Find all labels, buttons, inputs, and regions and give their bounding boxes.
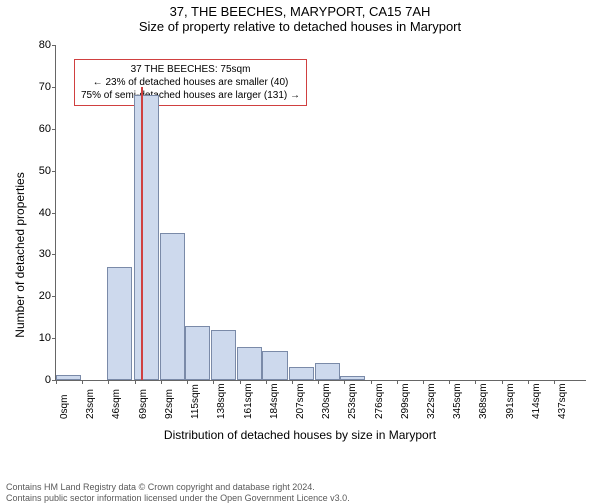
- y-tick-mark: [52, 254, 56, 255]
- y-tick-label: 80: [21, 39, 51, 51]
- x-tick-label: 115sqm: [190, 384, 201, 419]
- x-tick-label: 253sqm: [347, 383, 358, 419]
- y-tick-mark: [52, 338, 56, 339]
- page-subtitle: Size of property relative to detached ho…: [0, 19, 600, 34]
- annotation-line: ← 23% of detached houses are smaller (40…: [81, 76, 300, 89]
- x-tick-label: 161sqm: [243, 383, 254, 419]
- x-tick-mark: [397, 380, 398, 384]
- x-tick-mark: [449, 380, 450, 384]
- annotation-line: 75% of semi-detached houses are larger (…: [81, 89, 300, 102]
- plot-area: 37 THE BEECHES: 75sqm← 23% of detached h…: [55, 45, 586, 381]
- x-tick-label: 345sqm: [452, 383, 463, 419]
- histogram-bar: [134, 95, 159, 380]
- marker-line: [141, 87, 143, 380]
- x-tick-mark: [56, 380, 57, 384]
- y-tick-mark: [52, 171, 56, 172]
- x-tick-mark: [292, 380, 293, 384]
- y-tick-mark: [52, 129, 56, 130]
- x-tick-mark: [240, 380, 241, 384]
- x-tick-mark: [318, 380, 319, 384]
- x-tick-mark: [554, 380, 555, 384]
- x-tick-label: 0sqm: [59, 395, 70, 419]
- annotation-box: 37 THE BEECHES: 75sqm← 23% of detached h…: [74, 59, 307, 106]
- x-tick-label: 391sqm: [505, 383, 516, 419]
- y-tick-mark: [52, 45, 56, 46]
- y-tick-label: 70: [21, 81, 51, 93]
- x-tick-mark: [213, 380, 214, 384]
- y-tick-label: 30: [21, 248, 51, 260]
- x-axis-label: Distribution of detached houses by size …: [0, 428, 600, 442]
- y-tick-mark: [52, 87, 56, 88]
- x-tick-label: 414sqm: [531, 383, 542, 419]
- y-tick-mark: [52, 296, 56, 297]
- histogram-bar: [211, 330, 236, 380]
- histogram-bar: [107, 267, 132, 380]
- page-title: 37, THE BEECHES, MARYPORT, CA15 7AH: [0, 4, 600, 19]
- x-tick-label: 230sqm: [321, 383, 332, 419]
- histogram-bar: [262, 351, 287, 380]
- histogram-bar: [237, 347, 262, 381]
- histogram-bar: [185, 326, 210, 380]
- histogram-bar: [56, 375, 81, 380]
- x-tick-label: 46sqm: [111, 389, 122, 419]
- histogram-bar: [340, 376, 365, 380]
- footnote-line: Contains public sector information licen…: [6, 493, 594, 504]
- x-tick-mark: [187, 380, 188, 384]
- y-tick-label: 0: [21, 374, 51, 386]
- x-tick-mark: [475, 380, 476, 384]
- x-tick-label: 207sqm: [295, 383, 306, 419]
- chart-container: Number of detached properties 37 THE BEE…: [0, 40, 600, 470]
- y-tick-label: 50: [21, 165, 51, 177]
- x-tick-label: 276sqm: [374, 383, 385, 419]
- x-tick-mark: [135, 380, 136, 384]
- x-tick-mark: [423, 380, 424, 384]
- x-tick-mark: [371, 380, 372, 384]
- y-tick-label: 10: [21, 332, 51, 344]
- x-tick-label: 437sqm: [557, 383, 568, 419]
- histogram-bar: [289, 367, 314, 380]
- x-tick-mark: [502, 380, 503, 384]
- x-tick-label: 138sqm: [216, 383, 227, 419]
- x-tick-mark: [82, 380, 83, 384]
- annotation-line: 37 THE BEECHES: 75sqm: [81, 63, 300, 76]
- x-tick-mark: [344, 380, 345, 384]
- x-tick-label: 299sqm: [400, 383, 411, 419]
- footnote-line: Contains HM Land Registry data © Crown c…: [6, 482, 594, 493]
- x-tick-mark: [161, 380, 162, 384]
- histogram-bar: [315, 363, 340, 380]
- x-tick-label: 322sqm: [426, 383, 437, 419]
- x-tick-mark: [108, 380, 109, 384]
- footnote: Contains HM Land Registry data © Crown c…: [6, 482, 594, 504]
- y-tick-label: 20: [21, 290, 51, 302]
- x-tick-mark: [266, 380, 267, 384]
- x-tick-label: 69sqm: [138, 389, 149, 419]
- x-tick-label: 368sqm: [478, 383, 489, 419]
- x-tick-label: 184sqm: [269, 383, 280, 419]
- y-tick-mark: [52, 213, 56, 214]
- x-tick-label: 92sqm: [164, 389, 175, 419]
- x-tick-mark: [528, 380, 529, 384]
- x-tick-label: 23sqm: [85, 389, 96, 419]
- y-tick-label: 60: [21, 123, 51, 135]
- histogram-bar: [160, 233, 185, 380]
- y-tick-label: 40: [21, 207, 51, 219]
